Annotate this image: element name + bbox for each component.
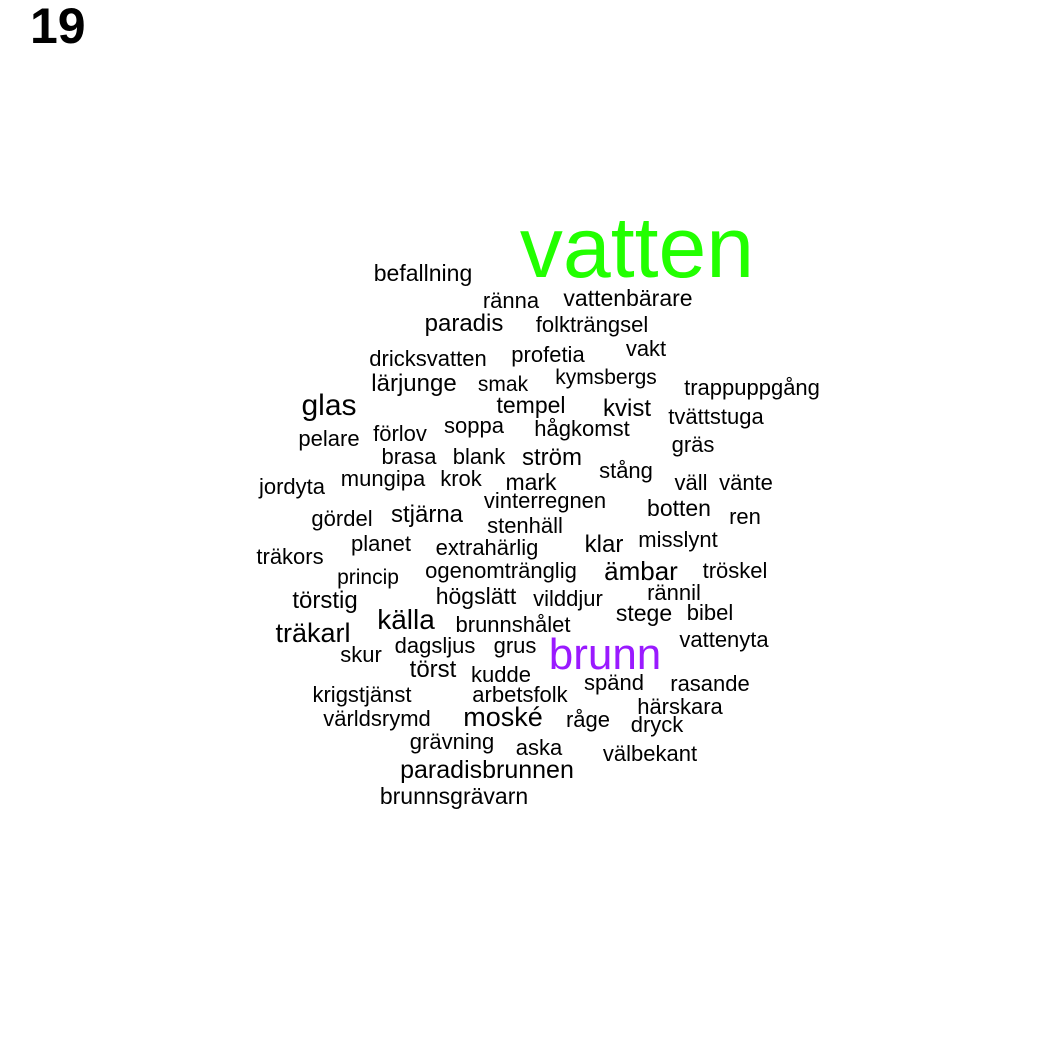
- word-dagsljus: dagsljus: [394, 633, 476, 658]
- word-soppa: soppa: [444, 413, 504, 438]
- word-botten: botten: [647, 495, 711, 521]
- word-trakors: träkors: [256, 544, 324, 569]
- word-glas: glas: [301, 389, 357, 422]
- word-pelare: pelare: [298, 426, 360, 451]
- word-valbekant: välbekant: [602, 741, 698, 766]
- word-krok: krok: [440, 466, 482, 491]
- word-brunn: brunn: [548, 630, 662, 679]
- word-brunnshalet: brunnshålet: [455, 612, 571, 637]
- word-skur: skur: [340, 642, 382, 667]
- word-aska: aska: [515, 735, 563, 760]
- word-stege: stege: [615, 600, 673, 626]
- word-paradis: paradis: [424, 310, 504, 337]
- word-kvist: kvist: [603, 395, 651, 422]
- word-vattenyta: vattenyta: [679, 627, 769, 652]
- word-profetia: profetia: [511, 342, 585, 367]
- word-blank: blank: [452, 444, 506, 469]
- word-dricksvatten: dricksvatten: [369, 346, 487, 371]
- word-varldsrymd: världsrymd: [323, 706, 431, 731]
- word-ambar: ämbar: [604, 556, 678, 586]
- word-bibel: bibel: [686, 600, 734, 625]
- word-vakt: vakt: [625, 336, 667, 361]
- word-hogslatt: högslätt: [435, 583, 517, 609]
- word-arbetsfolk: arbetsfolk: [472, 682, 568, 707]
- word-vinterregnen: vinterregnen: [483, 488, 607, 513]
- word-ogenomtranglig: ogenomtränglig: [425, 558, 577, 583]
- word-vilddjur: vilddjur: [533, 586, 603, 611]
- word-dryck: dryck: [630, 712, 684, 737]
- word-vattenbarare: vattenbärare: [563, 285, 693, 311]
- word-rasande: rasande: [670, 671, 750, 696]
- word-kymsbergs: kymsbergs: [555, 366, 657, 389]
- word-smak: smak: [477, 373, 529, 396]
- word-tempel: tempel: [496, 392, 566, 418]
- word-ranna: ränna: [482, 288, 540, 313]
- page-number: 19: [30, 0, 86, 54]
- word-rage: råge: [565, 707, 611, 732]
- word-extraharlig: extrahärlig: [435, 535, 539, 560]
- word-tvattstuga: tvättstuga: [668, 404, 764, 429]
- word-kalla: källa: [377, 604, 435, 635]
- word-gordel: gördel: [311, 506, 373, 531]
- word-larjunge: lärjunge: [371, 370, 457, 397]
- word-paradisbrunnen: paradisbrunnen: [400, 756, 574, 784]
- word-planet: planet: [351, 531, 411, 556]
- word-brunnsgravarn: brunnsgrävarn: [379, 783, 529, 809]
- word-befallning: befallning: [373, 260, 473, 286]
- word-spand: spänd: [584, 670, 644, 695]
- word-grus: grus: [493, 633, 537, 658]
- word-rannil: rännil: [647, 580, 701, 605]
- word-torstig: törstig: [292, 587, 358, 614]
- word-torst: törst: [409, 656, 457, 683]
- word-mark: mark: [505, 469, 557, 495]
- word-vall: väll: [674, 470, 708, 495]
- word-forlov: förlov: [373, 421, 427, 446]
- word-troskel: tröskel: [702, 558, 768, 583]
- word-brasa: brasa: [381, 444, 437, 469]
- word-harskara: härskara: [637, 694, 723, 719]
- word-princip: princip: [337, 566, 399, 589]
- word-misslynt: misslynt: [638, 527, 718, 552]
- word-kudde: kudde: [471, 662, 531, 687]
- word-stjarna: stjärna: [390, 501, 464, 528]
- word-ren: ren: [729, 504, 761, 529]
- word-jordyta: jordyta: [258, 474, 326, 499]
- word-folktrangsel: folkträngsel: [535, 312, 649, 337]
- word-vante: vänte: [719, 470, 773, 495]
- word-moske: moské: [463, 702, 543, 732]
- word-vatten: vatten: [519, 200, 755, 296]
- word-hagkomst: hågkomst: [534, 416, 630, 441]
- word-gras: gräs: [671, 432, 715, 457]
- word-klar: klar: [584, 531, 624, 558]
- word-strom: ström: [522, 444, 582, 471]
- word-trakarl: träkarl: [275, 618, 351, 648]
- word-stenhall: stenhäll: [487, 513, 563, 538]
- word-stang: stång: [599, 458, 653, 483]
- word-krigstjanst: krigstjänst: [312, 682, 412, 707]
- word-gravning: grävning: [409, 729, 495, 754]
- word-trappuppgang: trappuppgång: [684, 375, 820, 400]
- word-mungipa: mungipa: [340, 466, 426, 491]
